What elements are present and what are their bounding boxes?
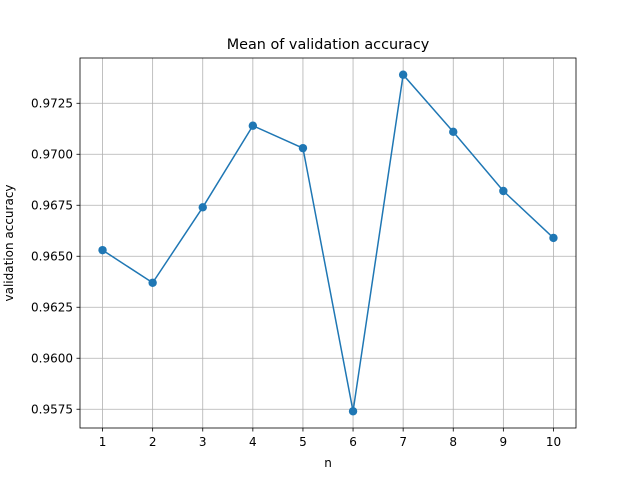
axes-frame	[79, 57, 577, 429]
x-tick-label: 2	[149, 435, 157, 449]
data-point	[499, 186, 508, 196]
ticks-layer: 1 2 3 4 5 6 7 8 9 10 0.9575 0.9600 0.9625 0.9650 0.967…	[31, 97, 561, 449]
x-tick-label: 1	[99, 435, 107, 449]
data-point	[549, 233, 558, 243]
data-point	[98, 245, 107, 255]
x-tick-label: 6	[349, 435, 357, 449]
x-tick-label: 4	[249, 435, 257, 449]
plot-area-border	[79, 57, 577, 429]
x-tick-label: 8	[449, 435, 457, 449]
x-tick-label: 9	[500, 435, 508, 449]
series-line	[102, 73, 554, 412]
data-point	[348, 407, 358, 416]
data-point	[198, 203, 207, 212]
y-tick-label: 0.9725	[31, 97, 73, 111]
data-point	[398, 70, 408, 79]
data-point	[449, 127, 458, 137]
chart-title: Mean of validation accuracy	[227, 37, 430, 53]
y-axis-label: validation accuracy	[2, 184, 16, 301]
grid-layer	[80, 58, 576, 428]
data-point	[298, 143, 308, 153]
data-point	[248, 121, 258, 130]
y-tick-label: 0.9625	[31, 301, 73, 315]
x-tick-label: 3	[199, 435, 207, 449]
y-tick-label: 0.9700	[31, 148, 73, 162]
series-layer	[98, 70, 558, 416]
data-point	[148, 278, 157, 287]
y-tick-label: 0.9600	[31, 352, 73, 366]
y-tick-label: 0.9650	[31, 250, 73, 264]
y-tick-label: 0.9675	[31, 199, 73, 213]
x-axis-label: n	[324, 456, 332, 470]
x-tick-label: 5	[299, 435, 307, 449]
y-tick-label: 0.9575	[31, 403, 73, 417]
x-tick-label: 10	[546, 435, 561, 449]
x-tick-label: 7	[399, 435, 407, 449]
